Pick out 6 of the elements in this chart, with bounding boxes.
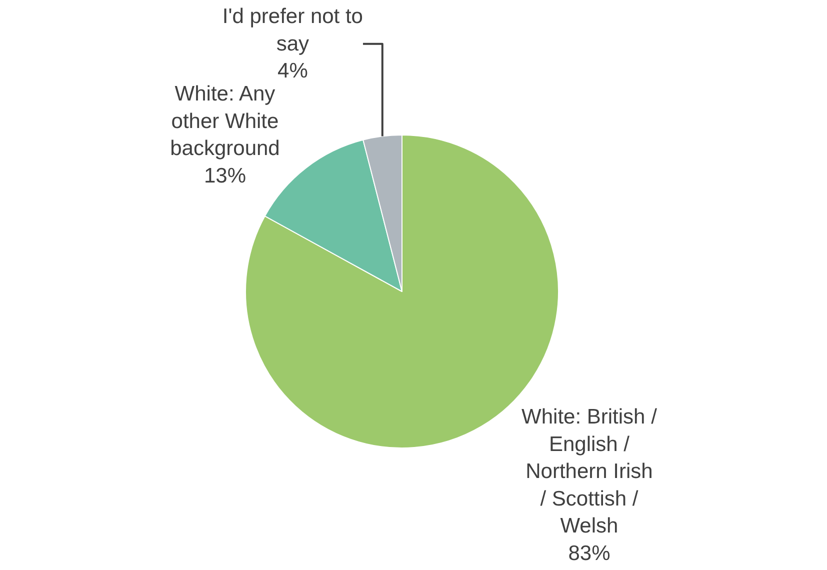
data-label: 13% <box>204 164 246 188</box>
data-label: 4% <box>278 60 308 83</box>
slice-label: White: British / English / Northern Irish / Scottish / Welsh <box>522 406 658 538</box>
slice-label: White: Any other White background <box>170 82 280 160</box>
slice-label: I'd prefer not to say <box>222 5 363 56</box>
data-label: 83% <box>568 542 610 566</box>
